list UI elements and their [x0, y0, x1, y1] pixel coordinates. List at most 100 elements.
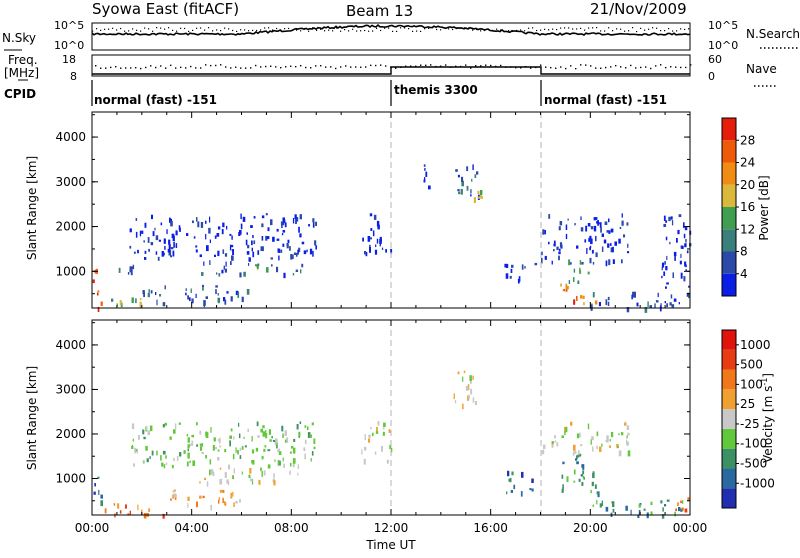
heatmap-cell — [299, 233, 302, 238]
heatmap-cell — [241, 446, 244, 450]
heatmap-cell — [219, 489, 223, 493]
noise-search-point — [340, 30, 342, 32]
y-tick-label: 2000 — [55, 220, 86, 234]
heatmap-cell — [364, 251, 367, 255]
heatmap-cell — [239, 455, 242, 459]
heatmap-cell — [183, 450, 186, 454]
heatmap-cell — [272, 236, 275, 242]
heatmap-cell — [428, 185, 431, 190]
time-axis: 00:00 04:00 08:00 12:00 16:00 20:00 00:00 — [75, 112, 707, 535]
nave-point — [620, 66, 622, 68]
nave-point — [485, 64, 487, 66]
noise-left-tick-bottom: 10^0 — [54, 39, 84, 52]
nave-point — [230, 67, 232, 69]
heatmap-cell — [312, 222, 315, 228]
noise-search-point — [612, 30, 614, 32]
heatmap-cell — [202, 285, 204, 287]
heatmap-cell — [599, 503, 602, 508]
heatmap-cell — [376, 238, 379, 244]
noise-search-point — [168, 27, 170, 29]
heatmap-cell — [290, 446, 294, 449]
nave-point — [535, 66, 537, 69]
noise-search-point — [356, 30, 358, 32]
heatmap-cell — [117, 503, 120, 509]
heatmap-cell — [618, 238, 621, 244]
noise-search-point — [560, 27, 562, 29]
heatmap-cell — [509, 275, 512, 279]
heatmap-cell — [686, 292, 690, 297]
heatmap-cell — [596, 221, 599, 224]
heatmap-cell — [215, 289, 217, 294]
colorbar-tick-label: 500 — [740, 358, 763, 372]
nave-point — [505, 66, 507, 68]
heatmap-cell — [589, 245, 592, 248]
nave-point — [205, 64, 207, 66]
heatmap-cell — [192, 460, 196, 466]
heatmap-cell — [212, 471, 215, 476]
heatmap-cell — [209, 239, 211, 244]
noise-search-point — [372, 30, 374, 32]
heatmap-cell — [154, 227, 156, 231]
nave-point — [305, 66, 307, 69]
heatmap-cell — [377, 422, 380, 426]
heatmap-cell — [176, 456, 179, 462]
heatmap-cell — [132, 438, 134, 442]
y-tick-label: 2000 — [55, 427, 86, 441]
heatmap-cell — [297, 472, 299, 476]
nave-point — [470, 67, 472, 69]
heatmap-cell — [233, 468, 235, 474]
heatmap-cell — [147, 292, 150, 298]
heatmap-cell — [239, 433, 241, 439]
noise-search-point — [524, 30, 526, 32]
heatmap-cell — [682, 500, 684, 504]
noise-search-point — [660, 30, 662, 32]
heatmap-cell — [582, 464, 585, 470]
noise-search-point — [556, 28, 558, 31]
heatmap-cell — [233, 436, 235, 440]
heatmap-cell — [218, 497, 220, 501]
heatmap-cell — [297, 249, 299, 255]
noise-search-point — [416, 30, 418, 32]
heatmap-cell — [507, 471, 510, 477]
heatmap-cell — [570, 262, 572, 265]
heatmap-cell — [133, 251, 136, 254]
heatmap-cell — [684, 227, 688, 231]
noise-search-point — [632, 27, 634, 29]
colorbar-tick-label: 12 — [740, 222, 755, 236]
beam-title: Beam 13 — [346, 2, 413, 20]
heatmap-cell — [224, 449, 227, 453]
nave-point — [185, 67, 187, 69]
heatmap-cell — [187, 496, 190, 501]
heatmap-cell — [271, 436, 273, 439]
noise-search-point — [536, 29, 538, 32]
heatmap-cell — [686, 250, 689, 254]
noise-search-point — [412, 30, 414, 32]
noise-search-point — [184, 27, 186, 30]
date-title: 21/Nov/2009 — [590, 0, 687, 18]
heatmap-cell — [632, 291, 634, 296]
heatmap-cell — [257, 250, 260, 255]
heatmap-cell — [129, 228, 132, 233]
heatmap-cell — [544, 230, 546, 235]
heatmap-cell — [162, 424, 165, 428]
heatmap-cell — [187, 503, 189, 508]
heatmap-cell — [566, 476, 569, 483]
heatmap-cell — [119, 300, 122, 306]
nave-point — [415, 65, 417, 67]
heatmap-cell — [576, 461, 579, 465]
noise-search-point — [436, 28, 438, 31]
heatmap-cell — [626, 441, 629, 446]
heatmap-cell — [162, 450, 166, 455]
heatmap-cell — [231, 255, 234, 261]
heatmap-cell — [564, 426, 567, 433]
noise-search-point — [668, 27, 670, 30]
heatmap-cell — [581, 262, 584, 265]
noise-search-point — [108, 28, 110, 30]
nave-point — [450, 66, 452, 68]
noise-search-point — [136, 29, 138, 31]
noise-search-point — [472, 29, 474, 31]
heatmap-cell — [469, 375, 472, 381]
heatmap-cell — [570, 421, 573, 426]
heatmap-cell — [267, 227, 270, 232]
heatmap-cell — [383, 422, 386, 427]
